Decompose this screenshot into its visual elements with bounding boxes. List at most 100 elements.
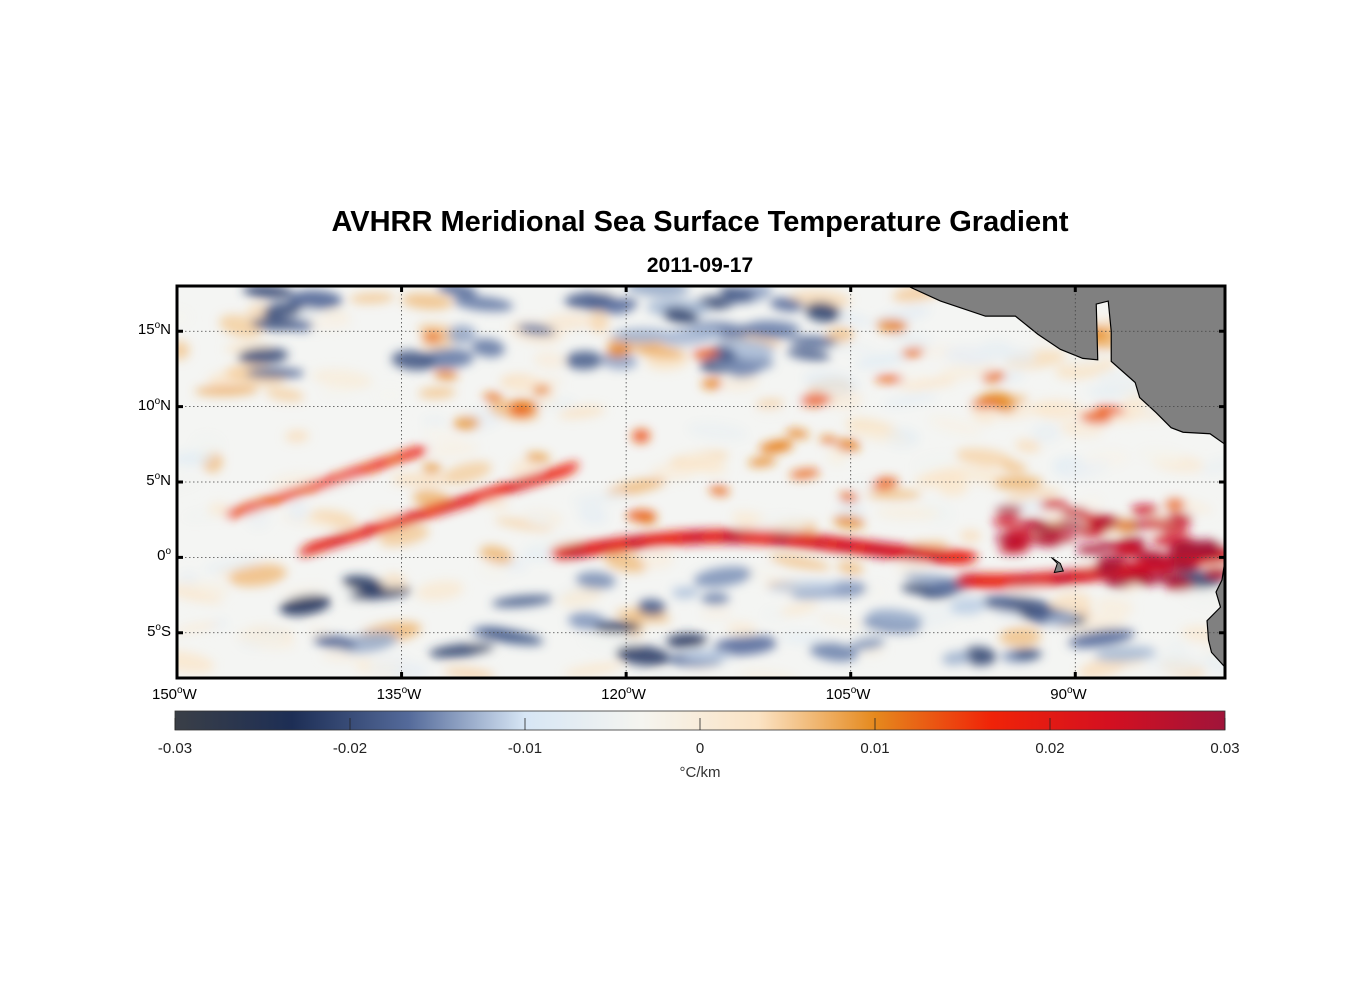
gradient-patch: [817, 614, 863, 629]
gradient-patch: [422, 416, 448, 426]
gradient-patch: [1137, 447, 1184, 464]
gradient-patch: [428, 643, 495, 658]
gradient-patch: [755, 399, 785, 409]
gradient-patch: [980, 595, 1052, 614]
gradient-patch: [780, 602, 819, 616]
gradient-patch: [999, 627, 1042, 647]
gradient-patch: [992, 517, 1021, 528]
gradient-patch: [1203, 652, 1225, 674]
gradient-patch: [789, 468, 820, 479]
gradient-patch: [1030, 534, 1059, 545]
gradient-patch: [342, 575, 385, 592]
gradient-patch: [1094, 405, 1126, 415]
gradient-patch: [177, 621, 220, 634]
gradient-patch: [785, 428, 810, 439]
gradient-patch: [1012, 648, 1042, 660]
gradient-patch: [423, 429, 466, 446]
gradient-patch: [177, 588, 224, 604]
gradient-patch: [578, 504, 608, 525]
gradient-patch: [1064, 459, 1110, 480]
gradient-patch: [993, 475, 1043, 491]
gradient-patch: [605, 477, 667, 497]
gradient-patch: [804, 302, 841, 323]
gradient-patch: [194, 385, 259, 396]
gradient-patch: [313, 635, 357, 650]
gradient-patch: [995, 505, 1024, 516]
colorbar-tick-label: 0.02: [1035, 740, 1065, 757]
gradient-patch: [883, 393, 938, 407]
chart-subtitle: 2011-09-17: [646, 254, 754, 277]
latitude-label: 15oN: [137, 320, 171, 339]
gradient-patch: [1015, 439, 1041, 453]
gradient-patch: [524, 512, 553, 527]
gradient-patch: [944, 345, 995, 367]
gradient-patch: [671, 586, 700, 599]
gradient-patch: [1165, 513, 1194, 524]
gradient-patch: [1094, 645, 1157, 663]
gradient-patch: [1005, 528, 1034, 539]
gradient-patch: [615, 645, 671, 666]
colorbar-tick-label: -0.01: [507, 740, 543, 757]
gradient-patch: [1170, 560, 1199, 573]
gradient-patch: [839, 491, 859, 503]
gradient-patch: [884, 319, 909, 329]
gradient-patch: [588, 311, 609, 333]
gradient-patch: [517, 324, 556, 336]
gradient-patch: [433, 369, 458, 380]
longitude-label: 120oW: [601, 685, 646, 703]
gradient-patch: [471, 338, 505, 358]
gradient-patch: [819, 435, 838, 445]
gradient-patch: [1078, 656, 1127, 678]
gradient-patch: [422, 462, 442, 474]
gradient-patch: [237, 347, 289, 365]
gradient-patch: [559, 587, 603, 608]
gradient-patch: [1000, 370, 1025, 382]
gradient-patch: [479, 545, 514, 565]
gradient-patch: [441, 461, 492, 485]
chart-title: AVHRR Meridional Sea Surface Temperature…: [331, 206, 1069, 238]
gradient-patch: [871, 477, 899, 490]
gradient-patch: [693, 566, 753, 588]
gradient-patch: [666, 633, 708, 649]
gradient-patch: [245, 368, 305, 379]
colorbar-tick-label: 0.03: [1210, 740, 1240, 757]
colorbar-tick-label: 0: [695, 740, 705, 757]
gradient-patch: [1039, 499, 1068, 510]
gradient-patch: [391, 350, 436, 371]
gradient-patch: [769, 554, 831, 570]
gradient-patch: [701, 378, 723, 389]
gradient-patch: [1145, 652, 1204, 673]
gradient-patch: [779, 633, 827, 645]
gradient-patch: [753, 514, 809, 534]
gradient-patch: [722, 375, 760, 392]
gradient-patch: [1049, 592, 1092, 615]
gradient-patch: [854, 430, 912, 444]
gradient-patch: [511, 399, 540, 409]
gradient-patch: [533, 351, 566, 369]
gradient-patch: [1137, 550, 1166, 563]
gradient-patch: [626, 509, 657, 522]
gradient-patch: [1200, 456, 1225, 475]
gradient-patch: [971, 398, 1002, 409]
gradient-patch: [1030, 422, 1061, 444]
colorbar-ticks: [174, 718, 1226, 730]
gradient-patch: [836, 438, 861, 452]
gradient-patch: [571, 492, 629, 506]
colorbar-unit: °C/km: [679, 764, 721, 781]
gradient-patch: [981, 371, 1007, 383]
gradient-patch: [479, 562, 509, 580]
gradient-patch: [1032, 523, 1061, 534]
gradient-patch: [1156, 572, 1185, 585]
gradient-patch: [833, 515, 865, 529]
gradient-patch: [203, 559, 261, 572]
gradient-patch: [192, 433, 224, 455]
gradient-patch: [482, 392, 503, 402]
gradient-patch: [809, 642, 859, 662]
gradient-patch: [803, 370, 860, 393]
gradient-patch: [558, 405, 606, 419]
gradient-patch: [401, 293, 453, 310]
gradient-patch: [1139, 518, 1168, 529]
gradient-patch: [288, 500, 309, 522]
gradient-patch: [901, 347, 925, 358]
latitude-label: 0o: [157, 546, 171, 565]
